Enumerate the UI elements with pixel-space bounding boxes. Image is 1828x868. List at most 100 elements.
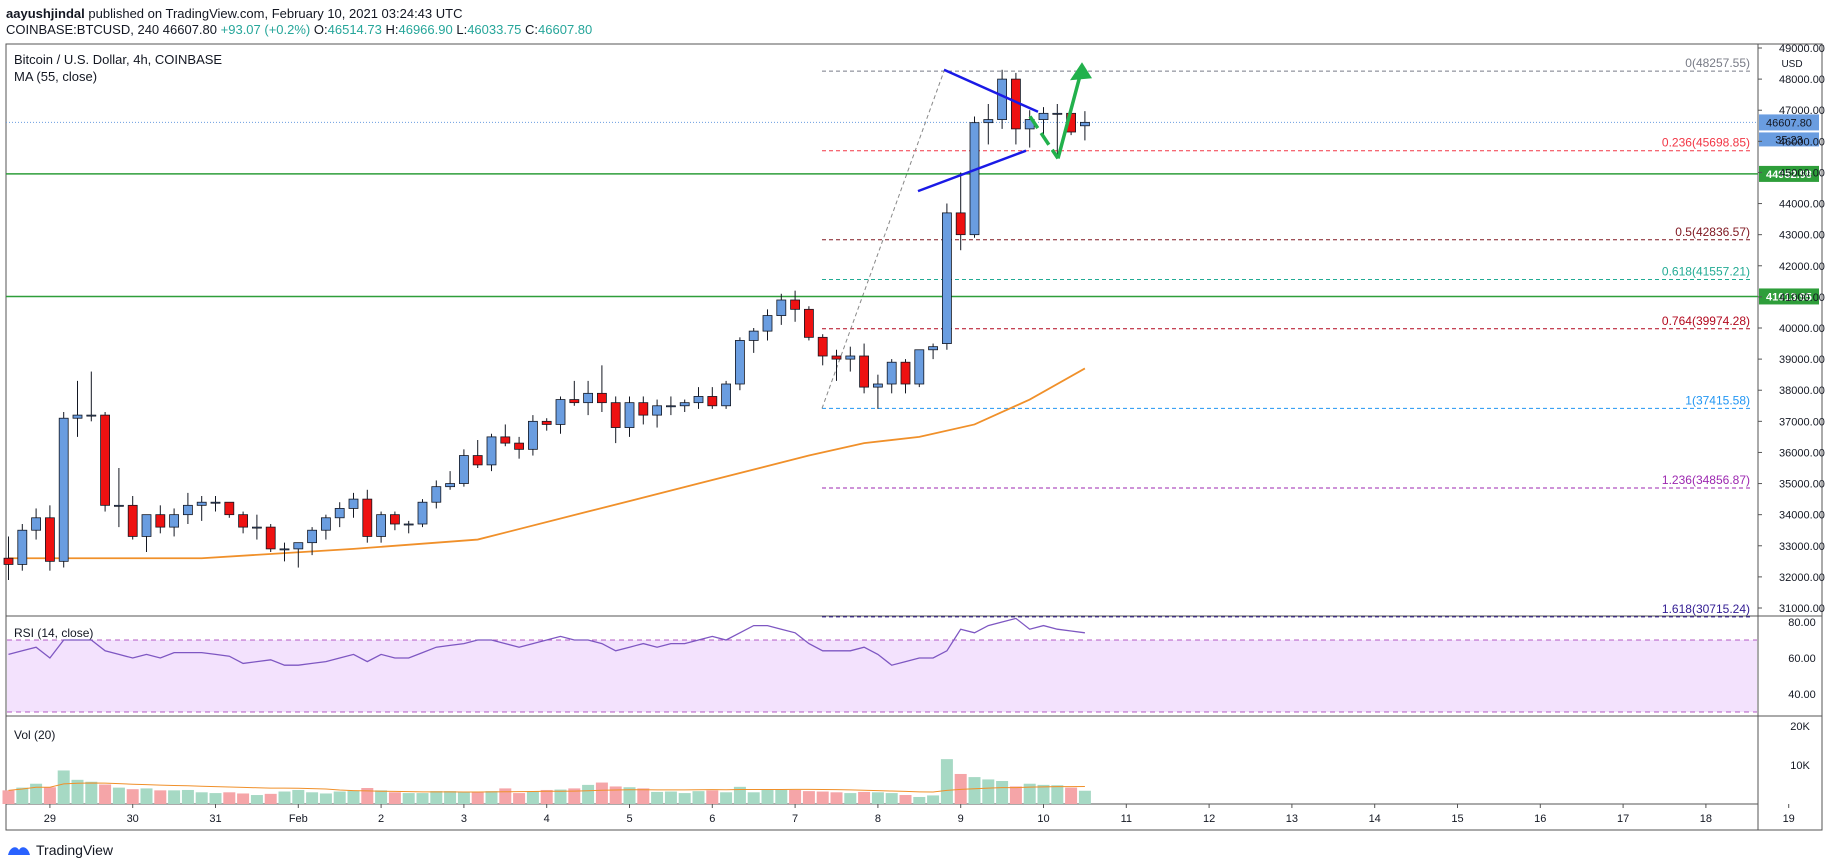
open-label: O: [313,22,328,37]
high-value: 46966.90 [398,22,453,37]
author-name[interactable]: aayushjindal [6,6,85,21]
time-tick-label: 4 [544,813,550,825]
arrow-head-icon[interactable] [1070,62,1092,81]
fibonacci-retracement[interactable]: 0(48257.55) 0.236(45698.85) 0.5(42836.57) 0… [821,56,1752,618]
volume-bar [250,795,263,804]
volume-bar [430,791,443,804]
candle-body [983,119,994,124]
time-tick-label: 12 [1203,813,1215,825]
candle-body [900,361,911,385]
candle-body [859,355,869,388]
drawings[interactable] [917,62,1092,193]
volume-bar [154,790,167,804]
volume-bar [1037,784,1050,804]
volume-bar [996,780,1009,804]
volume-bar [637,788,650,804]
volume-bar [347,790,360,804]
volume-bar [968,777,981,804]
chart-frame [5,43,1823,831]
support-lines[interactable]: 44952.98 41013.95 46607.80 35:23 [6,114,1819,305]
price-tick-label: 41000.00 [1779,292,1825,304]
candle-body [762,315,773,332]
time-axis[interactable]: 29 30 31 Feb 2 3 4 5 6 7 8 9 10 11 12 13 14 15 16 17 18 19 [44,804,1795,825]
volume-bar [264,793,277,804]
time-tick-label: 6 [709,813,715,825]
volume-bar [1023,783,1036,804]
countdown-badge [1759,132,1819,147]
candle-body [307,529,318,544]
volume-bar [499,788,512,804]
volume-bar [457,791,470,804]
fib-level-label: 0.5(42836.57) [1675,225,1750,239]
time-tick-label: 29 [44,813,56,825]
triangle-upper-line[interactable] [943,68,1039,113]
time-tick-label: 2 [378,813,384,825]
volume-bar [71,779,84,804]
support-price-text: 41013.95 [1766,291,1812,303]
time-tick-label: 5 [626,813,632,825]
candle-body [389,514,400,525]
candle-body [721,383,731,407]
volume-bar [526,791,539,804]
volume-bar [30,783,43,804]
volume-bar [747,792,760,804]
volume-bar [623,787,636,804]
candle-body [804,308,814,338]
volume-bar [720,792,733,804]
candle-body [72,414,83,419]
ma55-line [8,367,1086,560]
volume-bar [43,787,56,804]
candle-body [555,399,566,425]
price-tick-label: 32000.00 [1779,572,1825,584]
candle-body [445,483,456,488]
candle-body [155,514,166,528]
time-tick-label: Feb [289,813,308,825]
time-tick-label: 8 [875,813,881,825]
candle-body [320,517,331,531]
candle-body [735,340,745,385]
candle-body [362,498,373,537]
brand-footer[interactable]: TradingView [6,842,113,858]
candle-body [886,361,897,385]
high-label: H: [385,22,399,37]
candle-body [638,402,649,416]
fib-trend-line[interactable] [821,70,945,409]
price-tick-label: 39000.00 [1779,354,1825,366]
candle-body [182,504,193,516]
candle-body [928,346,938,351]
close-label: C: [525,22,539,37]
volume-bar [899,795,912,804]
price-tick-label: 48000.00 [1779,74,1825,86]
candle-body [597,392,607,404]
candle-body [293,542,304,550]
chart-canvas[interactable]: 0(48257.55) 0.236(45698.85) 0.5(42836.57) 0… [0,0,1828,838]
candle-body [500,436,511,444]
time-tick-label: 3 [461,813,467,825]
time-tick-label: 7 [792,813,798,825]
candle-body [679,402,690,407]
volume-bar [292,789,305,804]
triangle-lower-line[interactable] [917,149,1027,193]
volume-bar [306,792,319,804]
candle-body [969,122,980,236]
volume-bar [168,790,181,804]
last-price-badge [1759,114,1819,131]
volume-bar [112,787,125,804]
volume-bar [1051,785,1064,804]
candle-body [431,486,442,503]
candle-body [58,417,69,562]
candle-body [914,349,925,385]
arrow-down-leg[interactable] [1028,115,1060,160]
arrow-up-leg[interactable] [1056,67,1084,159]
price-axis[interactable]: 49000.00 48000.00 47000.00 46000.00 45000.00… [1758,43,1825,772]
candle-body [224,501,235,516]
rsi-tick-label: 80.00 [1788,617,1816,629]
candle-body [169,514,180,528]
price-tick-label: 49000.00 [1779,43,1825,55]
low-label: L: [456,22,468,37]
volume-bar [444,791,457,804]
candle-body [1080,121,1090,127]
volume-bar [195,792,208,804]
time-tick-label: 30 [127,813,139,825]
candle-body [693,396,704,404]
